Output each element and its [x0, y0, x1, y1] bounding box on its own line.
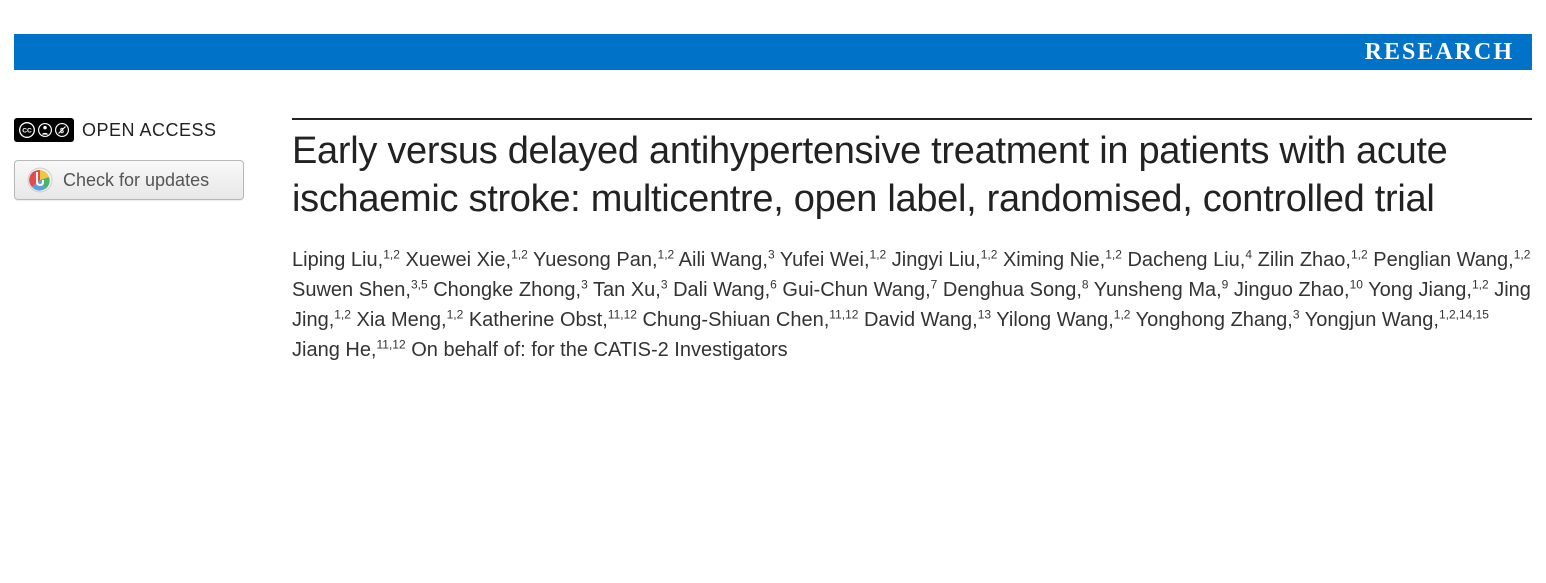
author: Suwen Shen,3,5: [292, 279, 428, 301]
article-title: Early versus delayed antihypertensive tr…: [292, 128, 1532, 223]
author-affil: 1,2: [1472, 277, 1489, 291]
svg-text:CC: CC: [22, 128, 32, 135]
author-affil: 3: [661, 277, 668, 291]
author: Chung-Shiuan Chen,11,12: [642, 309, 858, 331]
author: Dacheng Liu,4: [1127, 249, 1252, 271]
author: Yilong Wang,1,2: [996, 309, 1130, 331]
author: Katherine Obst,11,12: [469, 309, 637, 331]
author: Gui-Chun Wang,7: [782, 279, 937, 301]
author: Xuewei Xie,1,2: [405, 249, 527, 271]
content-row: CC $ OPEN ACCESS Check for updates Earl: [0, 118, 1546, 365]
check-updates-label: Check for updates: [63, 170, 209, 191]
author-affil: 7: [931, 277, 938, 291]
author: Xia Meng,1,2: [357, 309, 464, 331]
author-affil: 10: [1350, 277, 1363, 291]
author: Tan Xu,3: [593, 279, 668, 301]
author-affil: 11,12: [608, 307, 637, 321]
author-affil: 11,12: [829, 307, 858, 321]
author-affil: 8: [1082, 277, 1089, 291]
article-main: Early versus delayed antihypertensive tr…: [292, 118, 1532, 365]
author: Yong Jiang,1,2: [1368, 279, 1489, 301]
author-affil: 1,2: [658, 247, 675, 261]
author: Zilin Zhao,1,2: [1258, 249, 1368, 271]
section-banner: RESEARCH: [14, 34, 1532, 70]
cc-license-icon: CC $: [14, 118, 74, 142]
author: Dali Wang,6: [673, 279, 777, 301]
author-affil: 3: [1293, 307, 1300, 321]
author-affil: 1,2: [447, 307, 464, 321]
author-affil: 3: [768, 247, 775, 261]
author-affil: 1,2: [981, 247, 998, 261]
author-affil: 3: [581, 277, 588, 291]
author-affil: 6: [770, 277, 777, 291]
author-affil: 1,2,14,15: [1439, 307, 1489, 321]
banner-label: RESEARCH: [1365, 39, 1514, 66]
author-affil: 1,2: [870, 247, 887, 261]
author-affil: 4: [1245, 247, 1252, 261]
author-affil: 3,5: [411, 277, 428, 291]
author: Ximing Nie,1,2: [1003, 249, 1122, 271]
author: Jinguo Zhao,10: [1234, 279, 1363, 301]
author-suffix: On behalf of: for the CATIS-2 Investigat…: [411, 339, 787, 361]
check-updates-button[interactable]: Check for updates: [14, 160, 244, 200]
author-affil: 13: [978, 307, 991, 321]
author: Yonghong Zhang,3: [1136, 309, 1300, 331]
author: David Wang,13: [864, 309, 991, 331]
author-affil: 1,2: [1514, 247, 1531, 261]
author-affil: 11,12: [377, 337, 406, 351]
author: Denghua Song,8: [943, 279, 1089, 301]
author-affil: 9: [1222, 277, 1229, 291]
author-affil: 1,2: [383, 247, 400, 261]
author: Aili Wang,3: [679, 249, 775, 271]
author: Yongjun Wang,1,2,14,15: [1305, 309, 1489, 331]
author-affil: 1,2: [1114, 307, 1131, 321]
open-access-label: OPEN ACCESS: [82, 120, 217, 141]
open-access-row: CC $ OPEN ACCESS: [14, 118, 272, 142]
author-affil: 1,2: [1105, 247, 1122, 261]
author-affil: 1,2: [1351, 247, 1368, 261]
crossmark-icon: [27, 167, 53, 193]
author: Penglian Wang,1,2: [1373, 249, 1530, 271]
author: Yufei Wei,1,2: [780, 249, 886, 271]
author: Jiang He,11,12: [292, 339, 406, 361]
author-affil: 1,2: [511, 247, 528, 261]
author: Chongke Zhong,3: [433, 279, 588, 301]
author-affil: 1,2: [334, 307, 351, 321]
sidebar: CC $ OPEN ACCESS Check for updates: [14, 118, 292, 365]
author: Yunsheng Ma,9: [1094, 279, 1229, 301]
author: Yuesong Pan,1,2: [533, 249, 674, 271]
author: Liping Liu,1,2: [292, 249, 400, 271]
author-list: Liping Liu,1,2 Xuewei Xie,1,2 Yuesong Pa…: [292, 245, 1532, 365]
author: Jingyi Liu,1,2: [892, 249, 998, 271]
